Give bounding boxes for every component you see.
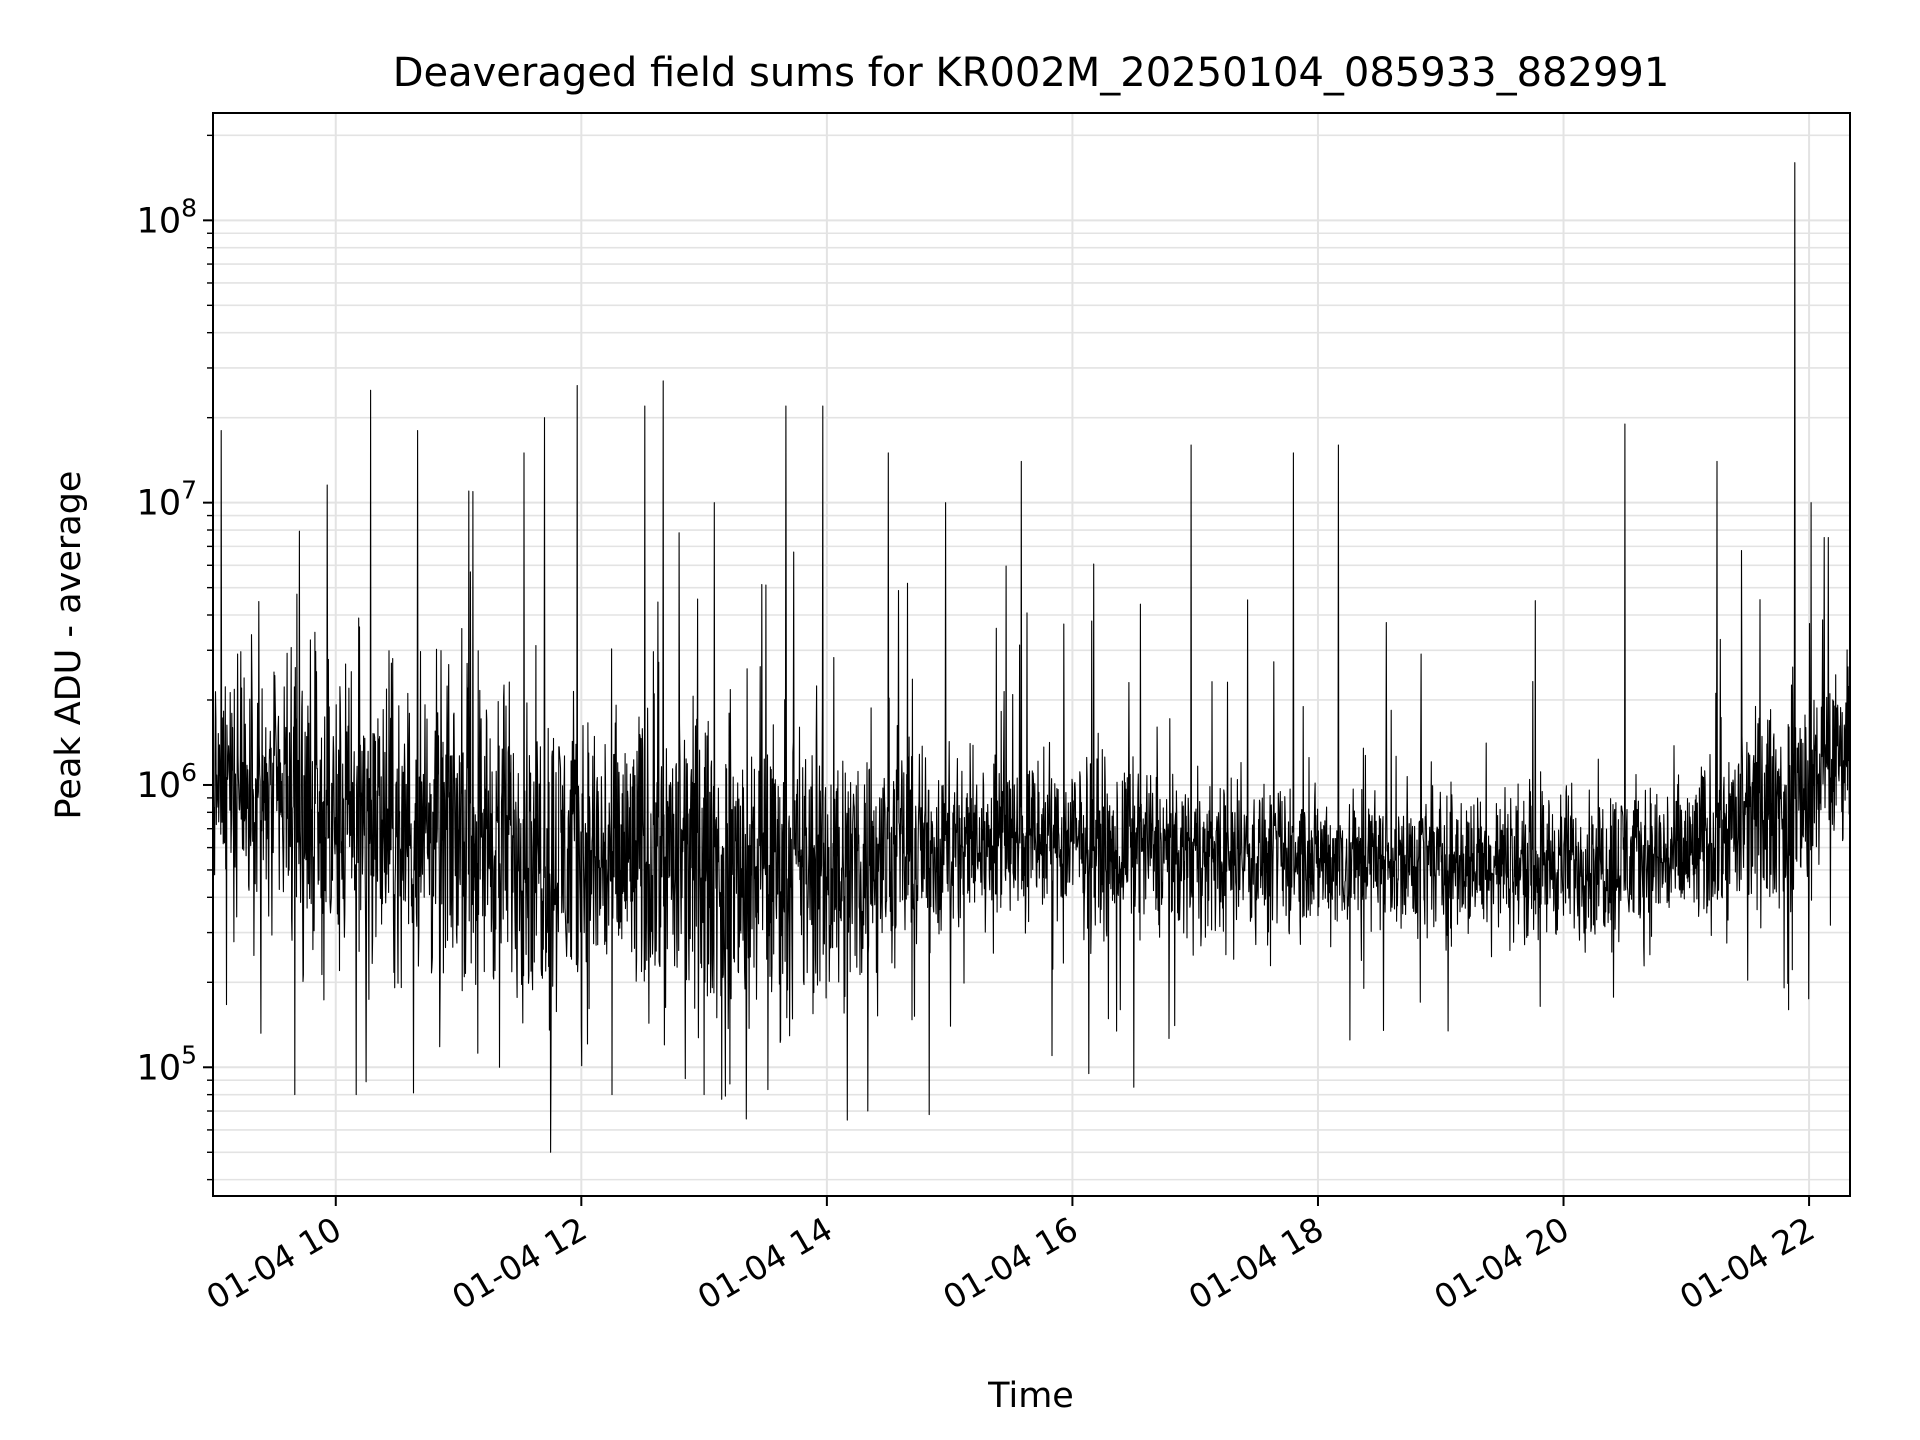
x-axis: 01-04 10 01-04 12 01-04 14 01-04 16 01-04 18… (200, 1196, 1821, 1317)
y-tick-label: 108 (137, 193, 197, 241)
x-axis-label: Time (987, 1376, 1074, 1416)
series-line (212, 162, 1851, 1153)
x-tick-label: 01-04 14 (691, 1209, 839, 1317)
x-tick-label: 01-04 20 (1428, 1209, 1576, 1317)
y-axis-label: Peak ADU - average (49, 471, 89, 820)
x-tick-label: 01-04 16 (936, 1209, 1084, 1317)
x-tick-label: 01-04 18 (1182, 1209, 1330, 1317)
y-tick-label: 106 (137, 758, 197, 806)
x-tick-label: 01-04 10 (200, 1209, 348, 1317)
series-path (212, 162, 1851, 1153)
x-tick-label: 01-04 12 (445, 1209, 593, 1317)
plot-frame (212, 112, 1851, 1197)
chart-title: Deaveraged field sums for KR002M_2025010… (393, 50, 1670, 96)
x-tick-label: 01-04 22 (1673, 1209, 1821, 1317)
y-tick-label: 107 (137, 476, 197, 524)
y-tick-label: 105 (137, 1040, 197, 1088)
y-axis: 105 106 107 108 (137, 134, 213, 1181)
grid (213, 113, 1850, 1196)
